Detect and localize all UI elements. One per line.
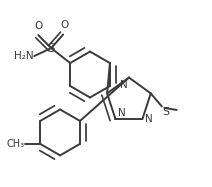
Text: S: S	[162, 107, 169, 117]
Text: N: N	[120, 80, 127, 90]
Text: N: N	[145, 114, 153, 124]
Text: H₂N: H₂N	[14, 51, 33, 61]
Text: CH₃: CH₃	[6, 139, 24, 149]
Text: S: S	[47, 42, 55, 55]
Text: O: O	[60, 20, 68, 30]
Text: N: N	[118, 108, 126, 118]
Text: O: O	[34, 21, 42, 31]
